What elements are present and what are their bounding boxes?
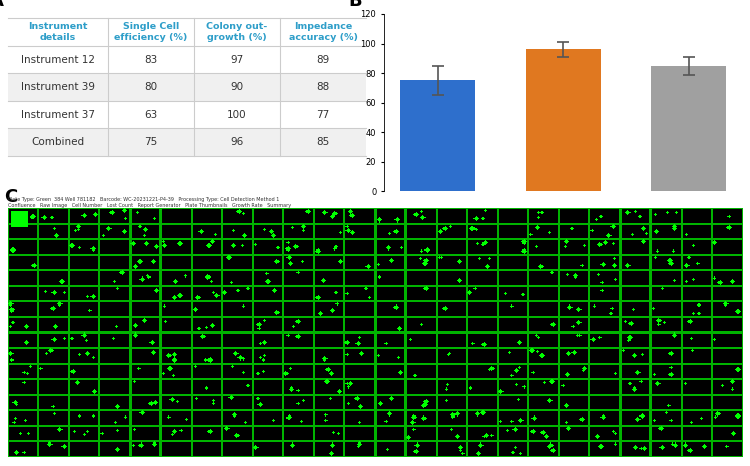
Bar xyxy=(8,128,366,156)
Text: Combined: Combined xyxy=(32,137,84,147)
Text: Instrument 39: Instrument 39 xyxy=(21,82,94,92)
Text: Instrument 12: Instrument 12 xyxy=(21,55,94,65)
Text: 100: 100 xyxy=(227,110,247,120)
Bar xyxy=(526,49,601,192)
Text: 97: 97 xyxy=(230,55,244,65)
Text: 77: 77 xyxy=(316,110,330,120)
Bar xyxy=(8,101,366,128)
Text: 80: 80 xyxy=(144,82,158,92)
Text: 85: 85 xyxy=(316,137,330,147)
Text: 88: 88 xyxy=(316,82,330,92)
Text: 63: 63 xyxy=(144,110,158,120)
Bar xyxy=(8,74,366,101)
Text: Instrument 37: Instrument 37 xyxy=(21,110,94,120)
Text: B: B xyxy=(348,0,361,10)
Text: 96: 96 xyxy=(230,137,244,147)
Text: Single Cell
efficiency (%): Single Cell efficiency (%) xyxy=(114,22,188,42)
Text: 89: 89 xyxy=(316,55,330,65)
Text: 75: 75 xyxy=(144,137,158,147)
Text: 83: 83 xyxy=(144,55,158,65)
Text: C: C xyxy=(4,188,18,206)
Text: Instrument
details: Instrument details xyxy=(28,22,88,42)
Text: A: A xyxy=(0,0,4,10)
Legend: Single-cell efficiency, Colony outgrowth, Impedance accuracy: Single-cell efficiency, Colony outgrowth… xyxy=(344,227,554,255)
Text: Impedance
accuracy (%): Impedance accuracy (%) xyxy=(289,22,358,42)
Text: Plate Type: Green  384 Well 781182   Barcode: WC-20231221-P4-39   Processing Typ: Plate Type: Green 384 Well 781182 Barcod… xyxy=(8,197,291,208)
Text: 90: 90 xyxy=(230,82,244,92)
Bar xyxy=(651,66,726,192)
Bar xyxy=(400,81,476,192)
Bar xyxy=(8,46,366,74)
Text: Colony out-
growth (%): Colony out- growth (%) xyxy=(206,22,268,42)
